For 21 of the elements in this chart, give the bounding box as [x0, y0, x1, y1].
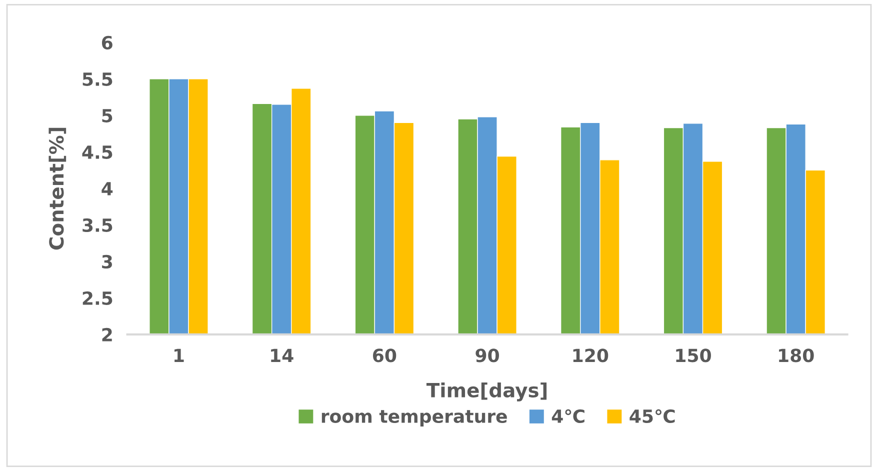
y-tick-label: 2.5 — [82, 291, 112, 306]
x-tick-label: 1 — [174, 348, 184, 362]
legend-label: 4℃ — [552, 409, 584, 424]
y-tick-label: 6 — [102, 36, 112, 50]
y-tick-label: 4.5 — [82, 146, 112, 160]
legend-label: 45℃ — [630, 409, 675, 424]
legend-label: room temperature — [322, 410, 507, 427]
x-axis-title: Time[days] — [426, 382, 547, 402]
x-tick-label: 90 — [476, 348, 499, 362]
y-tick-label: 2 — [102, 328, 112, 342]
x-tick-label: 120 — [573, 348, 608, 362]
x-tick-label: 14 — [271, 348, 294, 362]
y-tick-label: 5.5 — [82, 72, 112, 86]
y-tick-label: 4 — [102, 182, 113, 196]
x-tick-label: 150 — [676, 348, 711, 362]
y-tick-label: 5 — [102, 109, 112, 123]
y-tick-label: 3.5 — [82, 218, 112, 232]
y-tick-label: 3 — [102, 254, 112, 269]
y-axis-title: Content[%] — [48, 128, 66, 250]
x-tick-label: 60 — [372, 348, 396, 362]
x-tick-label: 180 — [779, 348, 814, 362]
